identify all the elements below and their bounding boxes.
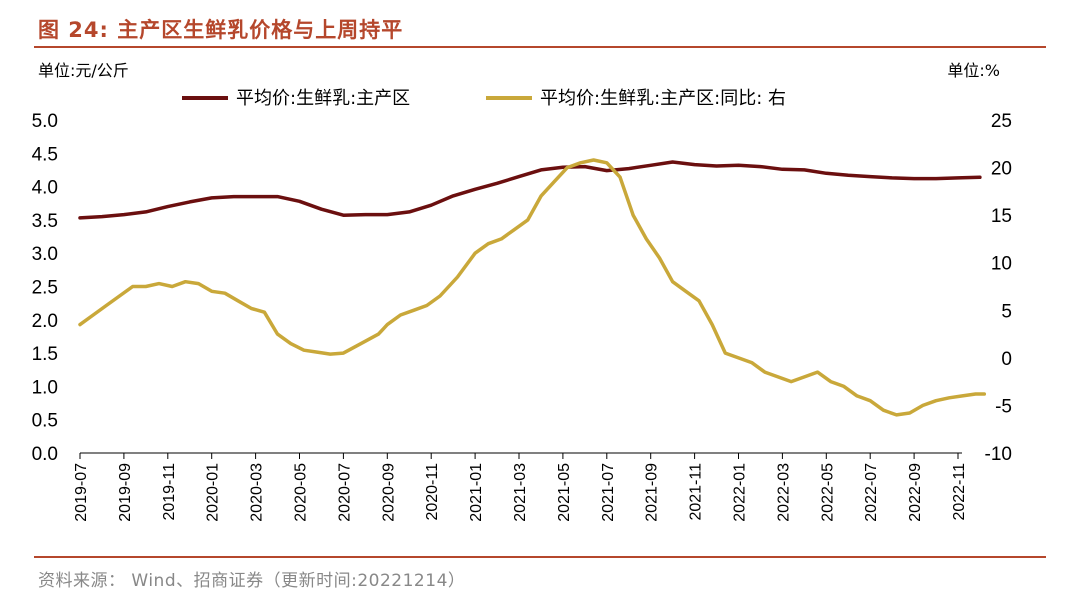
left-tick-label: 2.5 bbox=[32, 278, 58, 299]
x-tick-label: 2019-07 bbox=[73, 463, 90, 522]
right-tick-label: 0 bbox=[1001, 349, 1012, 370]
left-tick-label: 4.5 bbox=[32, 144, 58, 165]
title-rule bbox=[34, 46, 1046, 48]
x-tick-label: 2022-03 bbox=[775, 463, 792, 522]
x-tick-label: 2021-07 bbox=[600, 463, 617, 522]
x-tick-label: 2021-11 bbox=[688, 463, 705, 521]
left-tick-label: 1.5 bbox=[32, 344, 58, 365]
left-axis-unit: 单位:元/公斤 bbox=[38, 61, 129, 80]
right-tick-label: 10 bbox=[991, 254, 1012, 275]
x-tick-label: 2021-01 bbox=[468, 463, 485, 522]
left-tick-label: 3.5 bbox=[32, 211, 58, 232]
x-tick-label: 2020-11 bbox=[424, 463, 441, 521]
x-tick-label: 2022-07 bbox=[863, 463, 880, 522]
x-tick-label: 2019-09 bbox=[117, 463, 134, 522]
x-tick-label: 2022-01 bbox=[732, 463, 749, 522]
source-note: 资料来源： Wind、招商证券（更新时间:20221214） bbox=[38, 571, 466, 591]
left-tick-label: 0.0 bbox=[32, 444, 58, 465]
x-tick-label: 2020-09 bbox=[380, 463, 397, 522]
bottom-rule bbox=[34, 556, 1046, 558]
x-tick-label: 2021-05 bbox=[556, 463, 573, 522]
left-tick-label: 0.5 bbox=[32, 411, 58, 432]
legend-label-price: 平均价:生鲜乳:主产区 bbox=[236, 88, 410, 109]
right-tick-label: 20 bbox=[991, 159, 1012, 180]
figure-title: 图 24: 主产区生鲜乳价格与上周持平 bbox=[38, 18, 404, 42]
left-axis-ticks: 5.0 4.5 4.0 3.5 3.0 2.5 2.0 1.5 1.0 0.5 0.0 bbox=[32, 111, 58, 465]
x-tick-label: 2020-01 bbox=[205, 463, 222, 522]
x-tick-label: 2019-11 bbox=[161, 463, 178, 521]
right-tick-label: -5 bbox=[995, 396, 1012, 417]
x-tick-label: 2021-09 bbox=[644, 463, 661, 522]
x-tick-label: 2022-11 bbox=[951, 463, 968, 521]
x-tick-label: 2022-09 bbox=[907, 463, 924, 522]
x-tick-label: 2022-05 bbox=[819, 463, 836, 522]
x-tick-label: 2020-05 bbox=[293, 463, 310, 522]
right-tick-label: 25 bbox=[991, 111, 1012, 132]
left-tick-label: 5.0 bbox=[32, 111, 58, 132]
series-line-yoy bbox=[78, 158, 987, 417]
x-axis: 2019-07 2019-09 2019-11 2020-01 2020-03 2020-… bbox=[73, 452, 968, 522]
left-tick-label: 4.0 bbox=[32, 178, 58, 199]
x-tick-label: 2020-07 bbox=[336, 463, 353, 522]
left-tick-label: 1.0 bbox=[32, 377, 58, 398]
x-tick-label: 2021-03 bbox=[512, 463, 529, 522]
series-line-price bbox=[78, 160, 982, 220]
right-tick-label: -10 bbox=[985, 444, 1012, 465]
legend-label-yoy: 平均价:生鲜乳:主产区:同比: 右 bbox=[540, 88, 786, 109]
right-tick-label: 15 bbox=[991, 206, 1012, 227]
legend: 平均价:生鲜乳:主产区 平均价:生鲜乳:主产区:同比: 右 bbox=[182, 88, 786, 109]
left-tick-label: 2.0 bbox=[32, 311, 58, 332]
series-layer bbox=[78, 158, 987, 417]
x-tick-label: 2020-03 bbox=[249, 463, 266, 522]
right-tick-label: 5 bbox=[1001, 301, 1012, 322]
right-axis-ticks: 25 20 15 10 5 0 -5 -10 bbox=[985, 111, 1012, 465]
left-tick-label: 3.0 bbox=[32, 244, 58, 265]
right-axis-unit: 单位:% bbox=[947, 61, 1000, 80]
